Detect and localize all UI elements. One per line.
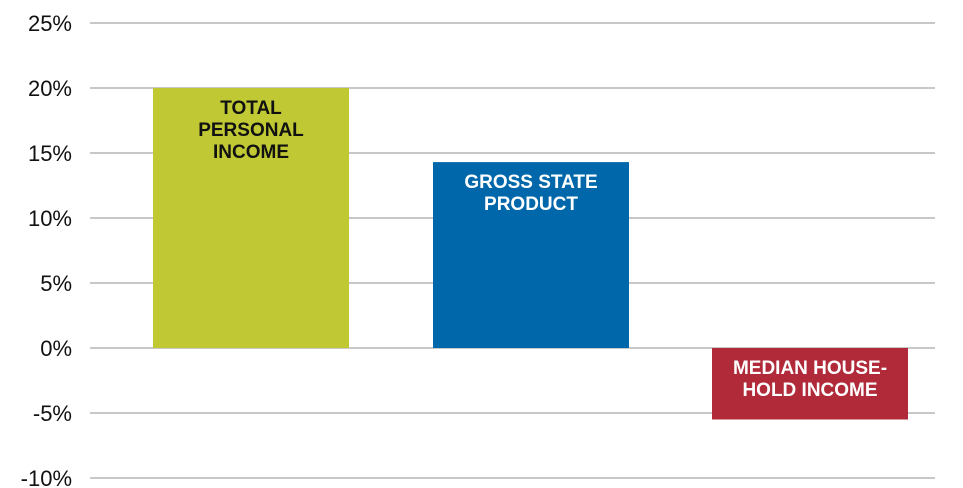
bar: [153, 88, 349, 348]
y-tick-label: 5%: [40, 271, 72, 296]
bar-label: HOLD INCOME: [742, 380, 877, 401]
bar-label: GROSS STATE: [464, 172, 597, 193]
y-tick-label: 0%: [40, 336, 72, 361]
y-tick-label: -10%: [21, 466, 72, 488]
bar: [712, 348, 908, 420]
y-tick-label: -5%: [33, 401, 72, 426]
y-tick-label: 15%: [28, 141, 72, 166]
bar-label: PRODUCT: [484, 194, 578, 215]
bar: [433, 162, 629, 348]
y-tick-label: 20%: [28, 76, 72, 101]
bar-label: TOTAL: [220, 98, 282, 119]
y-axis-tick-labels: 25% 20% 15% 10% 5% 0% -5% -10%: [21, 11, 72, 488]
bars: [153, 88, 908, 420]
y-tick-label: 10%: [28, 206, 72, 231]
bar-label: PERSONAL: [198, 120, 304, 141]
bar-label: MEDIAN HOUSE-: [733, 358, 887, 379]
bar-label: INCOME: [213, 142, 289, 163]
y-tick-label: 25%: [28, 11, 72, 36]
